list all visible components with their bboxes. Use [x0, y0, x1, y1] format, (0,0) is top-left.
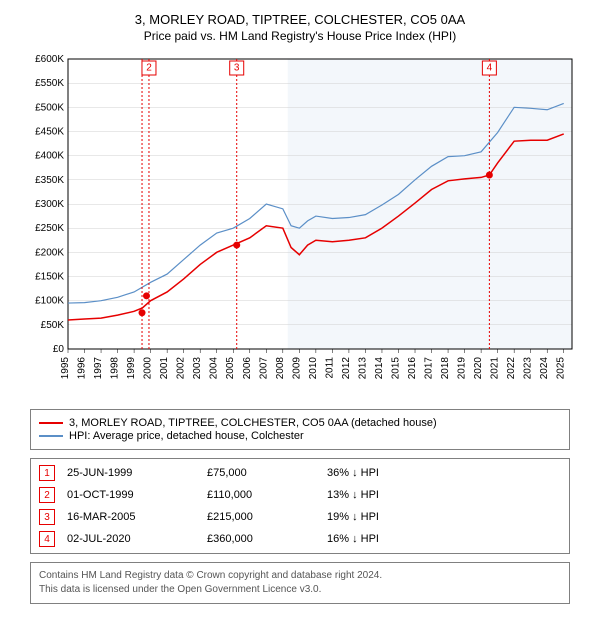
svg-text:£150K: £150K	[35, 272, 64, 283]
attribution: Contains HM Land Registry data © Crown c…	[30, 562, 570, 604]
table-date: 25-JUN-1999	[67, 467, 207, 479]
svg-text:2008: 2008	[275, 357, 286, 380]
svg-text:1995: 1995	[60, 357, 71, 380]
svg-text:4: 4	[487, 63, 493, 74]
svg-text:£250K: £250K	[35, 223, 64, 234]
svg-text:1998: 1998	[110, 357, 121, 380]
svg-text:2005: 2005	[225, 357, 236, 380]
svg-text:2017: 2017	[424, 357, 435, 380]
svg-text:2019: 2019	[457, 357, 468, 380]
chart-title: 3, MORLEY ROAD, TIPTREE, COLCHESTER, CO5…	[10, 12, 590, 27]
svg-text:2021: 2021	[490, 357, 501, 380]
svg-text:2018: 2018	[440, 357, 451, 380]
legend-swatch	[39, 422, 63, 424]
svg-text:£100K: £100K	[35, 296, 64, 307]
svg-text:2022: 2022	[506, 357, 517, 380]
table-price: £75,000	[207, 467, 327, 479]
attribution-line1: Contains HM Land Registry data © Crown c…	[39, 569, 561, 583]
svg-text:2014: 2014	[374, 357, 385, 380]
svg-text:2025: 2025	[556, 357, 567, 380]
svg-text:2016: 2016	[407, 357, 418, 380]
svg-text:2013: 2013	[357, 357, 368, 380]
table-marker: 1	[39, 465, 55, 481]
svg-text:£450K: £450K	[35, 127, 64, 138]
svg-text:2000: 2000	[143, 357, 154, 380]
table-marker: 4	[39, 531, 55, 547]
svg-text:2004: 2004	[209, 357, 220, 380]
svg-text:£300K: £300K	[35, 199, 64, 210]
svg-text:2007: 2007	[258, 357, 269, 380]
table-marker: 3	[39, 509, 55, 525]
svg-text:2015: 2015	[390, 357, 401, 380]
svg-text:2002: 2002	[176, 357, 187, 380]
legend: 3, MORLEY ROAD, TIPTREE, COLCHESTER, CO5…	[30, 409, 570, 450]
svg-text:2: 2	[146, 63, 152, 74]
table-delta: 13% ↓ HPI	[327, 489, 447, 501]
chart-area: £0 £50K £100K £150K £200K £250K £300K £350K £400…	[20, 51, 580, 401]
svg-text:£200K: £200K	[35, 247, 64, 258]
svg-text:2024: 2024	[539, 357, 550, 380]
svg-text:2001: 2001	[159, 357, 170, 380]
legend-item: 3, MORLEY ROAD, TIPTREE, COLCHESTER, CO5…	[39, 417, 561, 429]
legend-label: HPI: Average price, detached house, Colc…	[69, 430, 304, 442]
table-delta: 19% ↓ HPI	[327, 511, 447, 523]
svg-text:2006: 2006	[242, 357, 253, 380]
svg-text:1999: 1999	[126, 357, 137, 380]
svg-text:2009: 2009	[291, 357, 302, 380]
chart-subtitle: Price paid vs. HM Land Registry's House …	[10, 29, 590, 43]
svg-text:2011: 2011	[324, 357, 335, 379]
table-date: 16-MAR-2005	[67, 511, 207, 523]
table-delta: 16% ↓ HPI	[327, 533, 447, 545]
legend-item: HPI: Average price, detached house, Colc…	[39, 430, 561, 442]
svg-text:3: 3	[234, 63, 240, 74]
svg-text:1997: 1997	[93, 357, 104, 380]
table-date: 01-OCT-1999	[67, 489, 207, 501]
svg-text:£50K: £50K	[41, 320, 65, 331]
svg-text:£550K: £550K	[35, 78, 64, 89]
table-price: £215,000	[207, 511, 327, 523]
svg-text:£0: £0	[53, 344, 65, 355]
table-marker: 2	[39, 487, 55, 503]
svg-text:2003: 2003	[192, 357, 203, 380]
svg-text:2012: 2012	[341, 357, 352, 380]
svg-text:£350K: £350K	[35, 175, 64, 186]
svg-text:£400K: £400K	[35, 151, 64, 162]
legend-swatch	[39, 435, 63, 437]
attribution-line2: This data is licensed under the Open Gov…	[39, 583, 561, 597]
table-delta: 36% ↓ HPI	[327, 467, 447, 479]
sales-table: 1 25-JUN-1999£75,00036% ↓ HPI 2 01-OCT-1999…	[30, 458, 570, 554]
svg-text:£500K: £500K	[35, 102, 64, 113]
svg-text:2023: 2023	[523, 357, 534, 380]
svg-text:1996: 1996	[77, 357, 88, 380]
table-price: £110,000	[207, 489, 327, 501]
svg-text:£600K: £600K	[35, 54, 64, 65]
legend-label: 3, MORLEY ROAD, TIPTREE, COLCHESTER, CO5…	[69, 417, 437, 429]
svg-text:2020: 2020	[473, 357, 484, 380]
svg-text:2010: 2010	[308, 357, 319, 380]
table-price: £360,000	[207, 533, 327, 545]
table-date: 02-JUL-2020	[67, 533, 207, 545]
chart-svg: £0 £50K £100K £150K £200K £250K £300K £350K £400…	[20, 51, 580, 401]
